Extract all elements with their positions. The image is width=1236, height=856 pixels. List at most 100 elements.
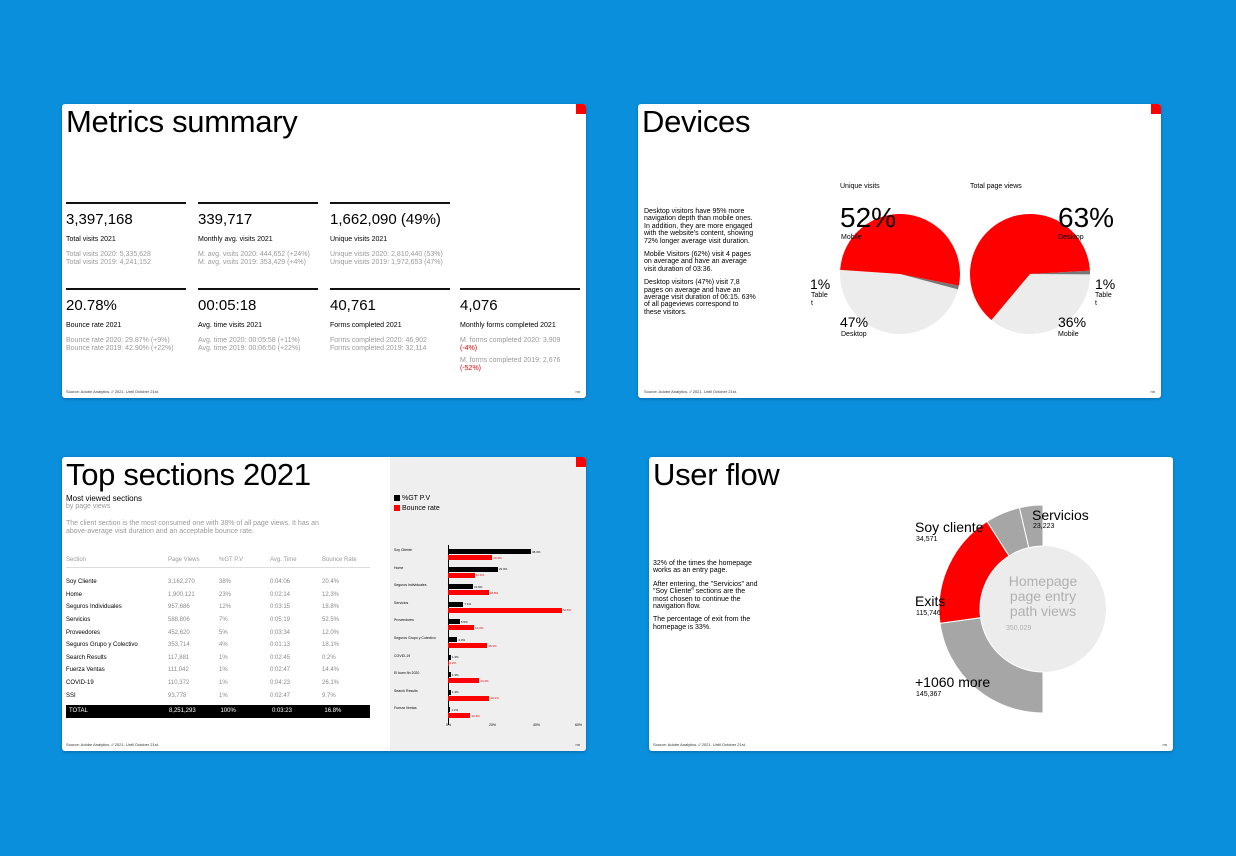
segment-value: 145,367 [916, 691, 942, 698]
metric-sub: Avg. time 2019: 00:06:50 (+22%) [198, 345, 301, 352]
bar-bounce-rate [448, 695, 490, 701]
table-row[interactable]: Soy Cliente 3,162,270 38% 0:04:06 20.4% [66, 579, 340, 586]
slide-title: Top sections 2021 [66, 457, 311, 492]
table-row[interactable]: Seguros Individuales 957,686 12% 0:03:15 18.… [66, 604, 340, 611]
divider [66, 288, 186, 290]
bar-value-label: 19.1% [490, 696, 499, 701]
bar-category-label: El buen fin 2020 [394, 671, 420, 676]
pie-main-value: 63% [1058, 202, 1115, 233]
pie-bottom-value: 36% [1058, 314, 1087, 330]
segment-value: 115,746 [916, 610, 941, 617]
bar-bounce-rate [448, 555, 493, 560]
pie-slice-desktop [970, 214, 1090, 320]
footer-source: Source: Adobe Analytics. // 2021. Until … [66, 389, 159, 394]
metric-label: Avg. time visits 2021 [198, 322, 263, 329]
bar-category-label: Search Results [394, 688, 418, 693]
metric-value: 00:05:18 [198, 297, 257, 314]
metric-value: 3,397,168 [66, 211, 133, 228]
corner-accent [576, 457, 586, 467]
metric-sub: M. avg. visits 2019: 353,429 (+4%) [198, 259, 306, 266]
segment-label: Exits [915, 593, 946, 609]
x-tick: 0% [446, 723, 452, 727]
bar-value-label: 14.4% [480, 678, 489, 683]
bar-category-label: Servicios [394, 600, 409, 605]
segment-label: Soy cliente [915, 519, 984, 535]
bar-category-label: Proveedores [394, 618, 414, 623]
metric-sub: M. forms completed 2020: 3,909 [460, 337, 561, 344]
page-number: nn [1150, 389, 1155, 394]
bar-chart-panel: %GT P.V Bounce rate Soy Cliente 38.3% 20.4… [390, 457, 586, 751]
table-row[interactable]: SSI 93,778 1% 0:02:47 9.7% [66, 692, 336, 699]
pie-main-label: Desktop [1058, 234, 1084, 241]
table-row[interactable]: Proveedores 452,620 5% 0:03:34 12.0% [66, 629, 340, 636]
metric-unique-visits: 1,662,090 (49%) Unique visits 2021 Uniqu… [330, 202, 450, 267]
metric-label: Monthly forms completed 2021 [460, 322, 556, 329]
table-total-row: TOTAL 8,251,293 100% 0:03:23 16.8% [66, 704, 370, 718]
bar-bounce-rate [448, 643, 488, 648]
metric-sub: Bounce rate 2020: 29.87% (+9%) [66, 337, 170, 344]
pie-slice-mobile [840, 214, 960, 286]
divider [198, 288, 318, 290]
table-row[interactable]: Home 1,900,121 23% 0:02:14 12.3% [66, 591, 340, 598]
donut-center-value: 350,029 [1006, 625, 1032, 632]
pie-bottom-label: Desktop [841, 331, 867, 338]
bar-value-label: 1.3% [451, 690, 459, 695]
metric-forms-completed: 40,761 Forms completed 2021 Forms comple… [330, 288, 450, 353]
pie-bottom-value: 47% [840, 314, 869, 330]
divider [198, 202, 318, 204]
footer-source: Source: Adobe Analytics. // 2021. Until … [66, 742, 159, 747]
table-row[interactable]: COVID-19 110,372 1% 0:04:23 26.1% [66, 680, 340, 687]
metric-value: 40,761 [330, 297, 376, 314]
table-row[interactable]: Seguros Grupo y Colectivo 353,714 4% 0:01:1… [66, 642, 340, 649]
donut-center [980, 546, 1106, 672]
pie-slice-mobile [991, 274, 1090, 334]
divider [330, 202, 450, 204]
metric-label: Total visits 2021 [66, 236, 116, 243]
metric-value: 339,717 [198, 211, 253, 228]
bar-bounce-rate [448, 678, 480, 684]
table-row[interactable]: Fuerza Ventas 111,042 1% 0:02:47 14.4% [66, 667, 340, 674]
section-subtitle-2: by page views [66, 503, 111, 510]
slide-top-sections[interactable]: %GT P.V Bounce rate Soy Cliente 38.3% 20.4… [62, 457, 586, 751]
bar-bounce-rate [448, 590, 489, 596]
legend-item-gtpv: %GT P.V [394, 495, 430, 502]
bar-category-label: Fuerza Ventas [394, 706, 417, 711]
bar-bounce-rate [448, 660, 449, 666]
corner-accent [1151, 104, 1161, 114]
pie-side-label: Table t [1095, 292, 1112, 307]
slide-title: Devices [642, 104, 751, 139]
pie-slice-desktop [840, 269, 959, 335]
bar-gtpv [448, 707, 451, 713]
slide-user-flow[interactable]: User flow 32% of the times the homepage w… [649, 457, 1173, 751]
slide-devices[interactable]: Devices Desktop visitors have 95% more na… [638, 104, 1161, 398]
slide-title: User flow [653, 457, 780, 492]
metric-sub-change: (-4%) [460, 345, 478, 352]
bar-gtpv [448, 566, 498, 572]
table-row[interactable]: Servicios 588,806 7% 0:05:19 52.5% [66, 617, 340, 624]
pie-unique-visits [840, 214, 960, 335]
bar-gtpv [448, 549, 531, 554]
pie-main-label: Mobile [841, 234, 862, 241]
slide-metrics-summary[interactable]: Metrics summary 3,397,168 Total visits 2… [62, 104, 586, 398]
bar-gtpv [448, 619, 460, 625]
bar-chart: Soy Cliente 38.3% 20.4% Home 23.0% 12.3% Segur… [390, 457, 586, 751]
bar-gtpv [448, 672, 451, 678]
pie-side-label: Table t [811, 292, 828, 307]
metric-sub: Unique visits 2019: 1,972,653 (47%) [330, 259, 443, 266]
page-number: nn [575, 389, 580, 394]
metric-value: 4,076 [460, 297, 498, 314]
user-flow-donut [939, 504, 1106, 714]
section-subtitle: Most viewed sections [66, 494, 143, 503]
bar-value-label: 11.6% [474, 584, 483, 589]
table-row[interactable]: Search Results 117,881 1% 0:02:45 0.2% [66, 654, 336, 661]
axis-line [448, 545, 449, 725]
metric-label: Bounce rate 2021 [66, 322, 122, 329]
chart-title: Total page views [970, 183, 1022, 190]
page-number: nn [1162, 742, 1167, 747]
userflow-text: 32% of the times the homepage works as an… [653, 560, 758, 631]
metric-sub: Forms completed 2020: 46,902 [330, 337, 427, 344]
x-tick: 60% [575, 723, 583, 727]
bar-category-label: Seguros Individuales [394, 583, 427, 588]
bar-bounce-rate [448, 572, 475, 578]
legend-swatch-black [394, 495, 400, 502]
